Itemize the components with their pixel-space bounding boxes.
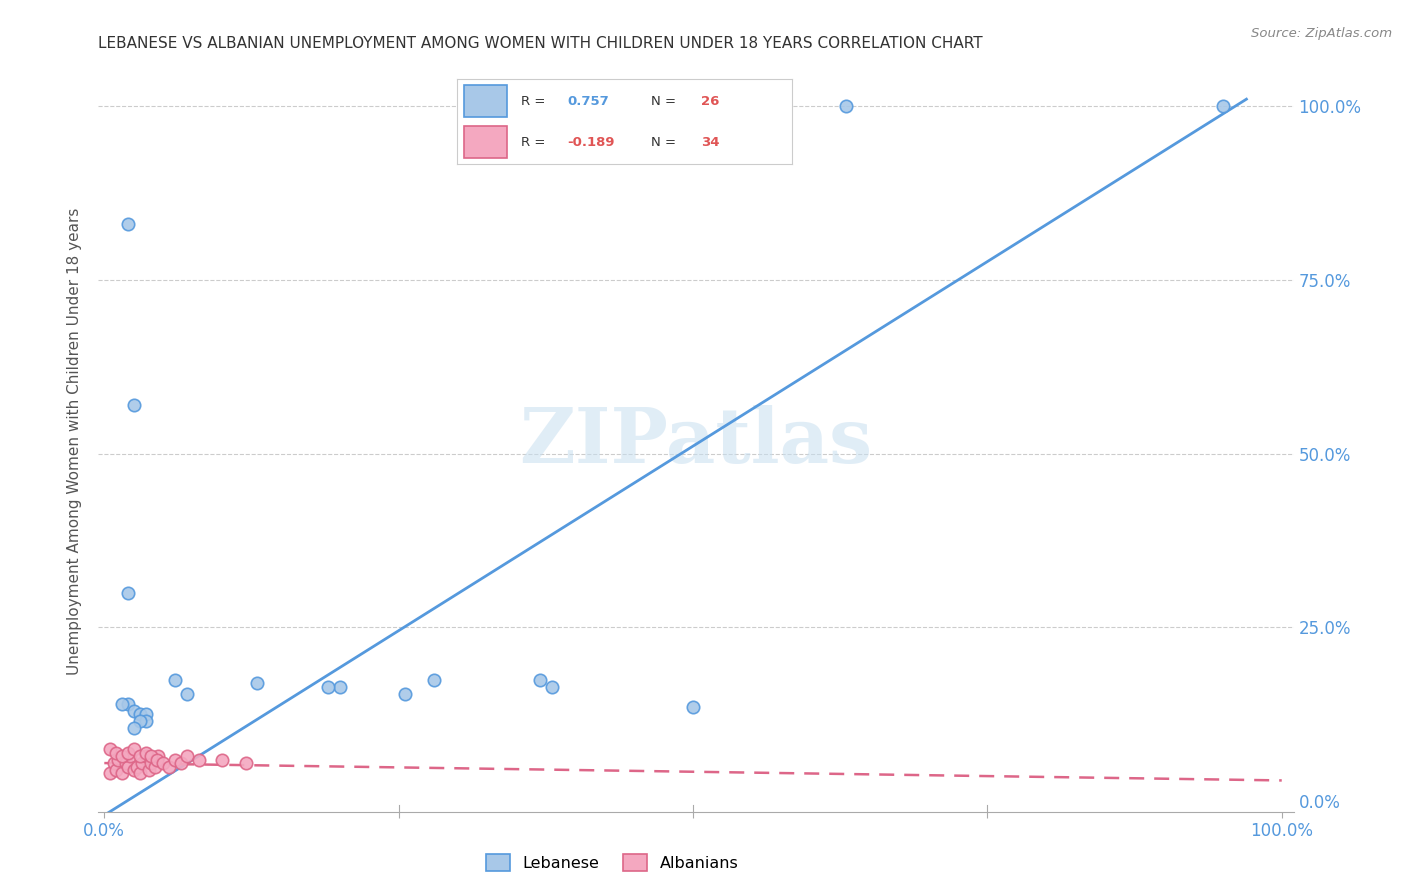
Text: ZIPatlas: ZIPatlas xyxy=(519,405,873,478)
Point xyxy=(329,680,352,694)
Point xyxy=(316,680,339,694)
Point xyxy=(235,756,257,770)
Point xyxy=(157,759,180,773)
Point xyxy=(117,586,139,600)
Point xyxy=(148,749,170,764)
Point xyxy=(122,398,145,412)
Point xyxy=(134,714,156,729)
Point xyxy=(134,707,156,722)
Point xyxy=(128,707,150,722)
Point xyxy=(170,756,193,770)
Point xyxy=(111,749,134,764)
Point xyxy=(163,673,186,687)
Point xyxy=(143,759,166,773)
Point xyxy=(146,753,169,767)
Point xyxy=(835,99,858,113)
Point xyxy=(246,676,269,690)
Point xyxy=(211,753,233,767)
Text: Source: ZipAtlas.com: Source: ZipAtlas.com xyxy=(1251,27,1392,40)
Point xyxy=(152,756,174,770)
Point xyxy=(128,749,150,764)
Point xyxy=(117,759,139,773)
Point xyxy=(141,756,163,770)
Point xyxy=(128,714,150,729)
Point xyxy=(682,700,704,714)
Point xyxy=(138,763,160,777)
Point xyxy=(122,721,145,735)
Point xyxy=(423,673,446,687)
Point xyxy=(122,742,145,756)
Point xyxy=(122,704,145,718)
Point xyxy=(131,756,153,770)
Point xyxy=(176,687,198,701)
Point xyxy=(134,749,156,764)
Point xyxy=(1212,99,1234,113)
Point xyxy=(529,673,551,687)
Point xyxy=(394,687,416,701)
Point xyxy=(120,749,142,764)
Point xyxy=(111,766,134,780)
Point xyxy=(105,746,128,760)
Point xyxy=(98,742,121,756)
Point xyxy=(117,746,139,760)
Point xyxy=(117,217,139,231)
Point xyxy=(122,763,145,777)
Text: LEBANESE VS ALBANIAN UNEMPLOYMENT AMONG WOMEN WITH CHILDREN UNDER 18 YEARS CORRE: LEBANESE VS ALBANIAN UNEMPLOYMENT AMONG … xyxy=(98,36,983,51)
Point xyxy=(134,746,156,760)
Point xyxy=(117,697,139,711)
Point xyxy=(114,756,136,770)
Point xyxy=(163,753,186,767)
Point xyxy=(128,766,150,780)
Point xyxy=(141,749,163,764)
Point xyxy=(103,756,125,770)
Point xyxy=(127,759,149,773)
Point xyxy=(176,749,198,764)
Point xyxy=(107,753,129,767)
Point xyxy=(105,763,128,777)
Point xyxy=(98,766,121,780)
Point xyxy=(187,753,209,767)
Point xyxy=(540,680,562,694)
Legend: Lebanese, Albanians: Lebanese, Albanians xyxy=(479,847,745,878)
Point xyxy=(111,697,134,711)
Y-axis label: Unemployment Among Women with Children Under 18 years: Unemployment Among Women with Children U… xyxy=(67,208,83,675)
